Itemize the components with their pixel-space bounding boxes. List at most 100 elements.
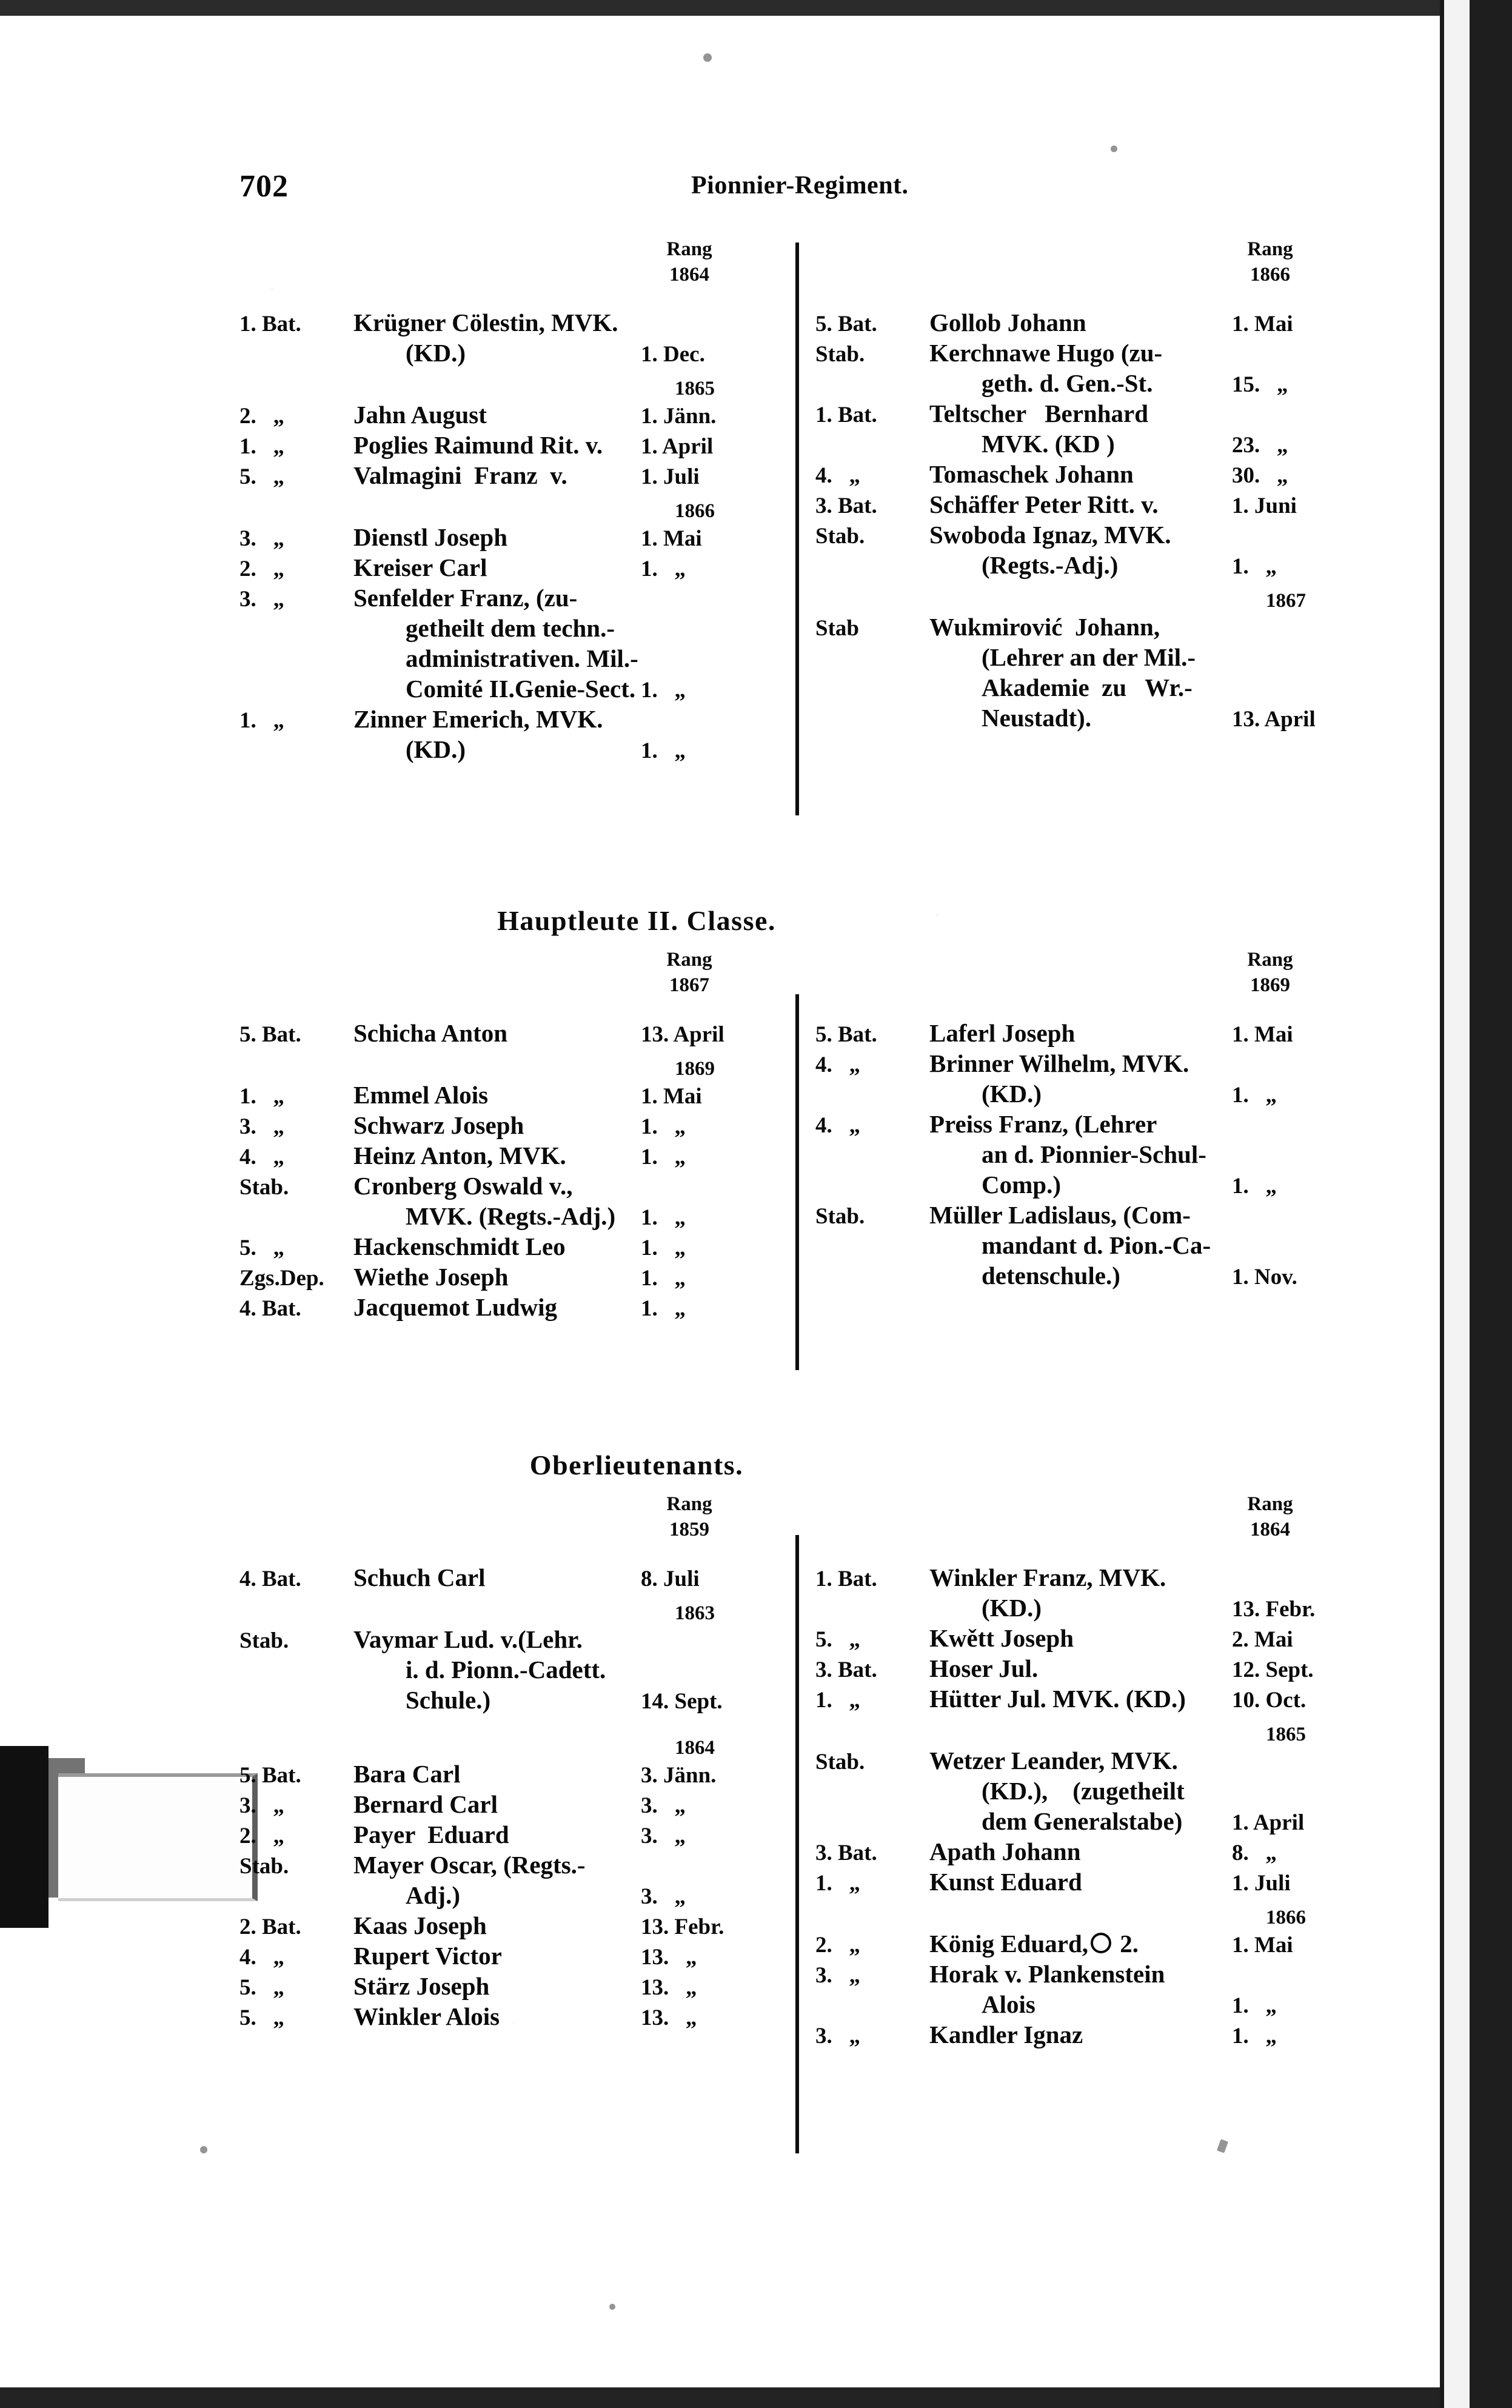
page-number: 702 — [239, 169, 289, 204]
rank-date-cell: 13. April — [641, 1022, 724, 1047]
rank-list-row: Stab. Swoboda Ignaz, MVK. — [815, 520, 1364, 550]
battalion-cell: 4. „ — [815, 463, 860, 488]
battalion-cell: 5. „ — [239, 464, 284, 489]
rank-date-cell: 1. „ — [641, 738, 686, 763]
officer-name-cell: (KD.) — [406, 735, 466, 763]
battalion-cell: 4. „ — [815, 1052, 860, 1077]
officer-name-cell: mandant d. Pion.-Ca- — [982, 1231, 1211, 1259]
rank-date-cell: 1. „ — [641, 557, 686, 581]
battalion-cell: 5. „ — [239, 2005, 284, 2030]
officer-name-cell: Winkler Franz, MVK. — [929, 1564, 1166, 1591]
battalion-cell: Stab — [815, 616, 859, 641]
column-divider — [795, 242, 799, 815]
officer-name-cell: Valmagini Franz v. — [353, 461, 567, 489]
rank-year-marker: 1867 — [1266, 590, 1306, 612]
officer-name-cell: an d. Pionnier-Schul- — [982, 1140, 1206, 1168]
rank-date-cell: 3. Jänn. — [641, 1763, 717, 1788]
rank-list-row: an d. Pionnier-Schul- — [815, 1140, 1364, 1170]
battalion-cell: 5. Bat. — [815, 1022, 877, 1047]
order-circle-icon — [1091, 1933, 1112, 1953]
officer-name-cell: (KD.) — [982, 1080, 1042, 1108]
battalion-cell: 2. „ — [239, 557, 284, 581]
officer-name-cell: detenschule.) — [982, 1262, 1120, 1289]
rank-list-row: 1. Bat. Winkler Franz, MVK. — [815, 1563, 1364, 1593]
rank-list-row: 4. Bat. Jacquemot Ludwig 1. „ — [239, 1293, 773, 1323]
rank-list-row: 1. „ Zinner Emerich, MVK. — [239, 704, 773, 735]
rank-list-row: 5. Bat. Schicha Anton 13. April — [239, 1018, 773, 1049]
rank-list-row: 4. „ Brinner Wilhelm, MVK. — [815, 1049, 1364, 1079]
speck — [1111, 145, 1117, 152]
order-class-number: 2. — [1114, 1930, 1139, 1958]
rank-list-row: Alois 1. „ — [815, 1990, 1364, 2020]
rank-list-row: Stab. Wetzer Leander, MVK. — [815, 1746, 1364, 1776]
battalion-cell: 4. Bat. — [239, 1296, 301, 1321]
rank-date-cell: 3. „ — [641, 1824, 686, 1848]
rank-rows: 1. Bat. Winkler Franz, MVK. (KD.) 13. Febr.… — [815, 1563, 1364, 2050]
officer-name-cell: Stärz Joseph — [353, 1972, 490, 2000]
rank-date-cell: 1. Juli — [641, 464, 700, 489]
rang-label: Rang — [666, 238, 712, 260]
rank-list-row: geth. d. Gen.-St. 15. „ — [815, 369, 1364, 399]
page-content: 702 Pionnier-Regiment. Rang 1864 1. Bat. Kr… — [239, 169, 1364, 2153]
rank-list-row: 1. „ Hütter Jul. MVK. (KD.) 10. Oct. — [815, 1684, 1364, 1714]
officer-name-cell: administrativen. Mil.- — [406, 644, 638, 672]
rank-date-cell: 1. „ — [1232, 1174, 1277, 1199]
rank-list-row: 3. „ Kandler Ignaz 1. „ — [815, 2020, 1364, 2050]
rank-date-cell: 12. Sept. — [1232, 1657, 1314, 1682]
rank-list-row: 2. „ Payer Eduard 3. „ — [239, 1820, 773, 1850]
battalion-cell: 4. „ — [239, 1945, 284, 1970]
officer-name-cell: Laferl Joseph — [929, 1019, 1075, 1047]
rank-list-row: 1. „ Kunst Eduard 1. Juli — [815, 1867, 1364, 1898]
rank-list-row: 3. „ Senfelder Franz, (zu- — [239, 583, 773, 614]
officer-name-cell: Schicha Anton — [353, 1019, 508, 1047]
officer-name-cell: (KD.), (zugetheilt — [982, 1777, 1185, 1805]
officer-name-cell: Schule.) — [406, 1686, 491, 1714]
rank-list-row: (KD.) 1. Dec. — [239, 338, 773, 369]
rank-date-cell: 1. „ — [1232, 1993, 1277, 2018]
battalion-cell: 5. „ — [815, 1627, 860, 1652]
rank-list-row: 5. Bat. Gollob Johann 1. Mai — [815, 308, 1364, 338]
battalion-cell: 3. „ — [239, 526, 284, 551]
rank-list-row: 3. „ Horak v. Plankenstein — [815, 1959, 1364, 1990]
rank-list-row: Schule.) 14. Sept. — [239, 1685, 773, 1716]
officer-name-cell: Krügner Cölestin, MVK. — [353, 309, 618, 336]
battalion-cell: Stab. — [815, 342, 865, 367]
battalion-cell: 2. „ — [239, 404, 284, 429]
rank-list-row: (KD.) 1. „ — [815, 1079, 1364, 1109]
rank-date-cell: 3. „ — [641, 1884, 686, 1909]
rank-list-row: 5. „ Winkler Alois 13. „ — [239, 2002, 773, 2032]
rank-list-row: Neustadt). 13. April — [815, 703, 1364, 734]
rank-date-cell: 10. Oct. — [1232, 1688, 1306, 1713]
rank-date-cell: 13. „ — [641, 2005, 697, 2030]
rank-list-row: 3. „ Schwarz Joseph 1. „ — [239, 1111, 773, 1141]
speck — [703, 53, 712, 62]
officer-name-cell: Comité II.Genie-Sect. — [406, 675, 636, 703]
officer-name-cell: MVK. (KD ) — [982, 430, 1115, 458]
battalion-cell: 2. Bat. — [239, 1915, 301, 1939]
scan-artifact-label-patch — [58, 1773, 258, 1901]
speck — [609, 2304, 615, 2310]
battalion-cell: 5. Bat. — [815, 312, 877, 336]
officer-name-cell: Hackenschmidt Leo — [353, 1232, 566, 1260]
rang-column-header: Rang 1864 — [1228, 1491, 1313, 1542]
section-heading-hauptleute-2: Hauptleute II. Classe. — [497, 905, 776, 936]
rank-date-cell: 1. „ — [1232, 1083, 1277, 1108]
officer-name-cell: geth. d. Gen.-St. — [982, 369, 1153, 397]
rank-list-row: 5. „ Kwětt Joseph 2. Mai — [815, 1624, 1364, 1654]
rank-list-row: 2. Bat. Kaas Joseph 13. Febr. — [239, 1911, 773, 1941]
rank-list-row: mandant d. Pion.-Ca- — [815, 1231, 1364, 1261]
rank-list-row: 1. „ Poglies Raimund Rit. v. 1. April — [239, 430, 773, 461]
officer-name-cell: König Eduard, 2. — [929, 1930, 1139, 1958]
battalion-cell: 5. „ — [239, 1236, 284, 1260]
rang-year: 1869 — [1250, 974, 1290, 997]
officer-name-cell: Payer Eduard — [353, 1821, 509, 1848]
rank-date-cell: 13. Febr. — [641, 1915, 724, 1939]
officer-name-cell: (KD.) — [406, 339, 466, 367]
rank-list-row: Stab Wukmirović Johann, — [815, 612, 1364, 643]
rang-label: Rang — [1247, 949, 1293, 971]
rank-list-row: i. d. Pionn.-Cadett. — [239, 1655, 773, 1685]
rank-list-row: 1. „ Emmel Alois 1. Mai — [239, 1080, 773, 1111]
battalion-cell: Stab. — [239, 1628, 289, 1653]
rank-list-row: 2. „ Kreiser Carl 1. „ — [239, 553, 773, 583]
